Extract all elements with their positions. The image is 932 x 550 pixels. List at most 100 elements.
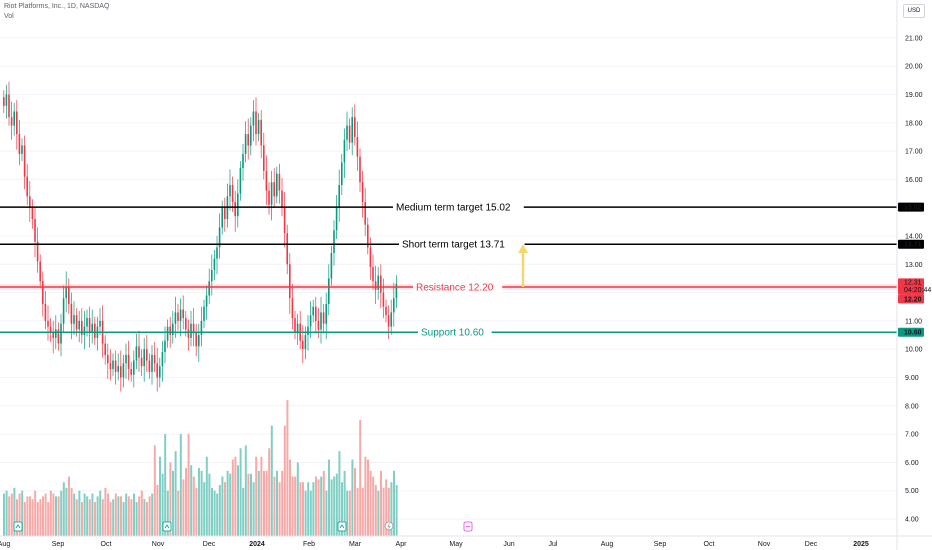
candle — [270, 170, 273, 221]
dividend-marker[interactable] — [384, 521, 394, 531]
volume-bar — [278, 482, 281, 536]
price-axis[interactable]: 4.005.006.007.008.009.0010.0011.0012.001… — [905, 35, 923, 523]
volume-bar — [328, 459, 330, 536]
volume-bar — [73, 493, 76, 536]
volume-bar — [382, 487, 385, 536]
volume-bar — [387, 487, 390, 536]
price-tick-label: 20.00 — [905, 64, 923, 71]
candle — [382, 278, 385, 319]
level-line[interactable]: Resistance 12.20 — [0, 279, 897, 294]
candle — [205, 285, 208, 320]
candle — [49, 318, 52, 343]
time-tick-label: Jun — [503, 541, 514, 548]
volume-bar — [393, 470, 395, 536]
volume-bar — [62, 482, 65, 536]
earnings-marker[interactable] — [162, 521, 172, 532]
candle — [52, 320, 54, 354]
volume-bar — [86, 496, 89, 536]
volume-bar — [348, 490, 351, 536]
candle — [244, 121, 247, 163]
candle — [16, 100, 18, 150]
volume-bar — [286, 400, 289, 536]
volume-bar — [374, 485, 377, 536]
price-tag: 15.02 — [898, 202, 924, 212]
candle — [343, 128, 346, 178]
level-label: Resistance 12.20 — [416, 282, 494, 293]
volume-bar — [57, 496, 60, 536]
currency-button[interactable]: USD — [903, 4, 925, 18]
volume-bar — [130, 499, 133, 536]
level-label: Medium term target 15.02 — [396, 203, 511, 214]
candle — [151, 344, 153, 385]
volume-bar — [216, 493, 219, 536]
volume-bar — [5, 490, 8, 536]
resistance-tag: 12.20 — [898, 294, 924, 304]
candle — [198, 323, 200, 362]
volume-bar — [276, 470, 278, 536]
volume-bar — [114, 493, 117, 536]
candle — [252, 100, 255, 142]
candle — [356, 121, 359, 171]
level-line[interactable]: Support 10.60 — [0, 325, 897, 339]
candle — [351, 107, 353, 156]
volume-bar — [341, 482, 343, 536]
price-tag: 13.71 — [898, 239, 924, 249]
volume-bar — [120, 496, 122, 536]
candle — [335, 194, 338, 239]
volume-bar — [346, 490, 349, 536]
candle — [250, 117, 252, 156]
price-tick-label: 11.00 — [905, 318, 922, 325]
volume-bar — [23, 502, 26, 536]
volume-bar — [320, 476, 323, 536]
candle — [21, 138, 23, 162]
volume-bar — [367, 459, 369, 536]
volume-bar — [125, 493, 128, 536]
volume-bar — [29, 496, 31, 536]
candle — [107, 343, 109, 379]
price-tick-label: 18.00 — [905, 120, 923, 127]
candle — [224, 197, 226, 232]
candle — [143, 337, 145, 382]
volume-bar — [252, 482, 255, 536]
volume-bar — [47, 502, 50, 536]
candle — [172, 310, 174, 344]
candle — [216, 236, 218, 275]
candle — [294, 310, 296, 340]
volume-bar — [229, 473, 232, 536]
candle — [195, 323, 197, 357]
candle — [179, 298, 182, 337]
volume-bar — [234, 456, 237, 536]
earnings-marker[interactable] — [13, 521, 23, 532]
candle — [367, 217, 369, 255]
level-line[interactable]: Short term target 13.71 — [0, 237, 897, 251]
candle — [94, 316, 96, 345]
earnings-marker[interactable] — [337, 521, 347, 532]
future-earnings-marker[interactable] — [463, 521, 473, 532]
candle — [322, 303, 325, 334]
volume-bar — [70, 487, 73, 536]
candle — [29, 180, 31, 222]
candle — [117, 353, 119, 381]
time-tick-label: Mar — [349, 541, 362, 548]
volume-bar — [75, 499, 78, 536]
price-tick-label: 10.00 — [905, 347, 923, 354]
volume-bar — [135, 502, 138, 536]
candle — [161, 340, 164, 382]
volume-bar — [317, 479, 320, 536]
volume-bar — [291, 476, 294, 536]
volume-bar — [159, 456, 161, 536]
candle — [73, 301, 75, 336]
candle — [156, 347, 158, 392]
candle — [374, 265, 377, 304]
level-line[interactable]: Medium term target 15.02 — [0, 200, 897, 214]
volume-bar — [166, 490, 169, 536]
volume-bar — [257, 470, 260, 536]
time-axis[interactable]: Aug Sep Oct Nov Dec 2024 Feb Mar Apr May Jun Jul Aug… — [0, 541, 869, 548]
candle — [68, 278, 70, 314]
candle — [130, 361, 132, 382]
volume-bar — [13, 487, 16, 536]
candle — [239, 161, 242, 201]
volume-bar — [94, 502, 96, 536]
